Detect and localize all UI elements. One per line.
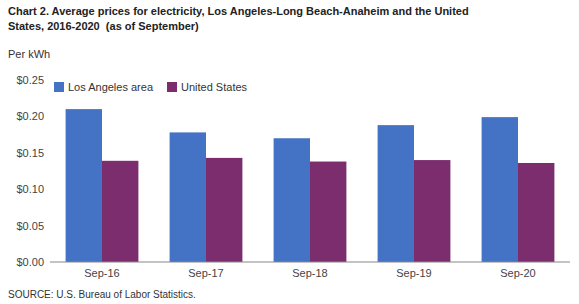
y-tick-label: $0.15	[16, 147, 44, 159]
annotation: SOURCE: U.S. Bureau of Labor Statistics.	[8, 289, 196, 300]
y-tick-label: $0.20	[16, 110, 44, 122]
legend-swatch	[54, 82, 64, 92]
x-axis-line	[50, 262, 570, 263]
bar	[102, 161, 138, 262]
y-tick-label: $0.00	[16, 256, 44, 268]
bar	[206, 158, 242, 262]
legend-swatch	[167, 82, 177, 92]
y-tick-label: $0.10	[16, 183, 44, 195]
bar	[518, 163, 554, 262]
x-tick-label: Sep-19	[396, 267, 431, 279]
legend: Los Angeles area United States	[54, 81, 248, 93]
y-tick-label: $0.25	[16, 74, 44, 86]
title: Chart 2. Average prices for electricity,…	[8, 5, 469, 17]
bar	[310, 162, 346, 262]
x-tick-label: Sep-17	[188, 267, 223, 279]
bar	[66, 109, 102, 262]
background	[0, 0, 579, 304]
x-tick-label: Sep-18	[292, 267, 327, 279]
bar	[274, 138, 310, 262]
y-axis-label: Per kWh	[8, 48, 50, 60]
bars	[66, 109, 555, 262]
bar	[170, 132, 206, 262]
bar	[482, 117, 518, 262]
bar	[414, 160, 450, 262]
x-tick-label: Sep-20	[500, 267, 535, 279]
chart-container: Chart 2. Average prices for electricity,…	[0, 0, 579, 304]
legend-label: United States	[181, 81, 248, 93]
title: States, 2016-2020 (as of September)	[8, 20, 199, 32]
chart-svg: Chart 2. Average prices for electricity,…	[0, 0, 579, 304]
bar	[378, 125, 414, 262]
x-tick-label: Sep-16	[84, 267, 119, 279]
legend-label: Los Angeles area	[68, 81, 154, 93]
y-tick-label: $0.05	[16, 220, 44, 232]
